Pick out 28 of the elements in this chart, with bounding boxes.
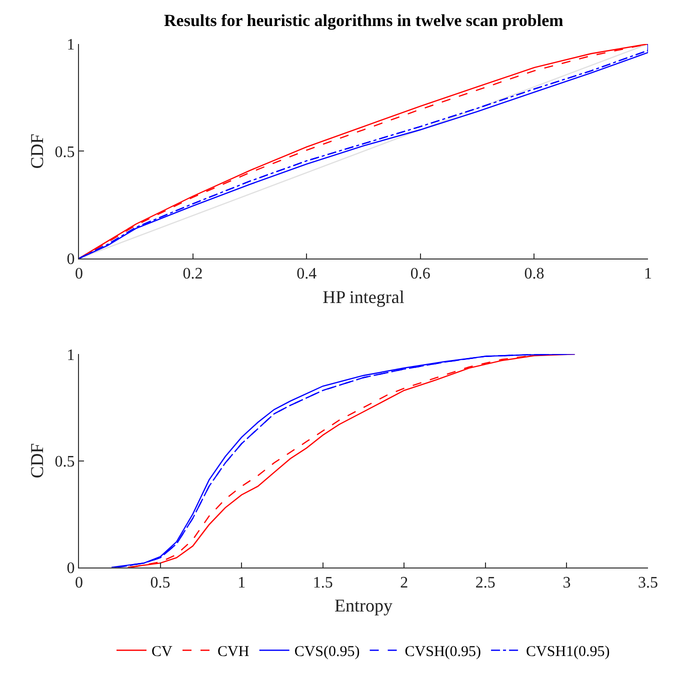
x-tick-label: 1.5 xyxy=(312,574,333,592)
x-tick-label: 1 xyxy=(644,266,652,283)
y-tick-label: 0.5 xyxy=(54,144,75,161)
y-tick-label: 0.5 xyxy=(54,453,75,470)
y-tick-label: 1 xyxy=(66,346,75,364)
chart-title: Results for heuristic algorithms in twelve scan problem xyxy=(164,11,564,30)
y-axis-title: CDF xyxy=(27,134,47,169)
x-tick-label: 0.8 xyxy=(524,266,544,283)
y-tick-label: 0 xyxy=(66,251,75,268)
x-tick-label: 0.4 xyxy=(296,266,317,283)
y-tick-label: 1 xyxy=(66,36,75,54)
legend-label: CV xyxy=(152,644,173,660)
x-axis-title: HP integral xyxy=(322,286,404,307)
x-tick-label: 0.6 xyxy=(410,266,430,283)
x-tick-label: 0.5 xyxy=(150,574,170,592)
x-tick-label: 2 xyxy=(400,574,408,592)
legend-label: CVSH1(0.95) xyxy=(526,644,610,660)
x-tick-label: 3 xyxy=(562,574,571,592)
x-axis-title: Entropy xyxy=(334,596,392,616)
legend-label: CVH xyxy=(218,644,250,660)
x-tick-label: 3.5 xyxy=(638,574,658,592)
x-tick-label: 1 xyxy=(238,574,246,592)
y-tick-label: 0 xyxy=(66,560,75,577)
y-axis-title: CDF xyxy=(27,443,47,478)
x-tick-label: 2.5 xyxy=(475,574,496,592)
x-tick-label: 0.2 xyxy=(182,266,203,283)
legend-label: CVS(0.95) xyxy=(294,644,360,660)
legend-label: CVSH(0.95) xyxy=(404,644,482,660)
